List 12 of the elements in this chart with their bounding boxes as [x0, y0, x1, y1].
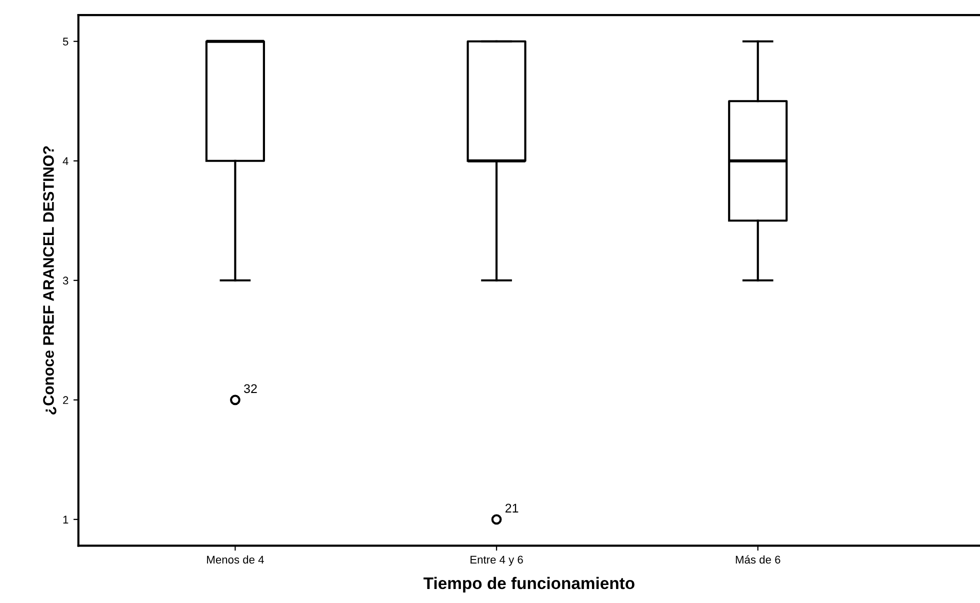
y-tick-label: 3 — [62, 276, 68, 285]
annotation: 32 — [244, 384, 257, 394]
annotation: 21 — [505, 504, 518, 512]
y-tick-label: 2 — [63, 396, 68, 404]
x-tick-label: Entre 4 y 6 — [470, 556, 523, 566]
y-tick-label: 4 — [62, 157, 68, 165]
x-tick-label: Menos de 4 — [207, 555, 264, 564]
y-tick-label: 5 — [62, 38, 68, 46]
x-tick-label: Más de 6 — [736, 555, 780, 564]
y-axis-title: ¿Conoce PREF ARANCEL DESTINO? — [43, 146, 56, 415]
x-axis-title: Tiempo de funcionamiento — [424, 576, 634, 592]
y-tick-label: 1 — [63, 516, 68, 524]
